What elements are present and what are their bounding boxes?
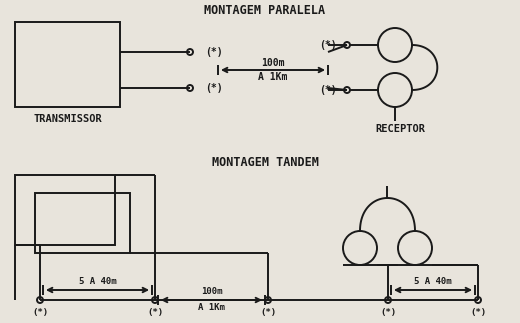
Text: A 1Km: A 1Km [258,72,288,82]
Text: (*): (*) [205,47,223,57]
Text: MONTAGEM TANDEM: MONTAGEM TANDEM [212,155,318,169]
Circle shape [152,297,158,303]
Text: (*): (*) [319,40,336,50]
Circle shape [344,42,350,48]
Text: 5 A 40m: 5 A 40m [414,277,452,287]
Text: (*): (*) [470,307,486,317]
Text: (*): (*) [380,307,396,317]
Text: RECEPTOR: RECEPTOR [375,124,425,134]
Bar [15,22,120,107]
Text: (*): (*) [319,85,336,95]
Text: A 1Km: A 1Km [198,304,225,312]
Circle shape [475,297,481,303]
Bar [15,175,115,245]
Text: TRANSMISSOR: TRANSMISSOR [33,114,102,124]
Text: 5 A 40m: 5 A 40m [79,277,116,287]
Text: (*): (*) [260,307,276,317]
Text: MONTAGEM PARALELA: MONTAGEM PARALELA [204,4,326,16]
Text: (*): (*) [205,83,223,93]
Bar [35,193,130,253]
Circle shape [385,297,391,303]
Circle shape [187,49,193,55]
Text: 100m: 100m [201,287,222,297]
Circle shape [37,297,43,303]
Text: (*): (*) [32,307,48,317]
Circle shape [265,297,271,303]
Circle shape [344,87,350,93]
Text: (*): (*) [147,307,163,317]
Circle shape [187,85,193,91]
Text: 100m: 100m [261,58,285,68]
